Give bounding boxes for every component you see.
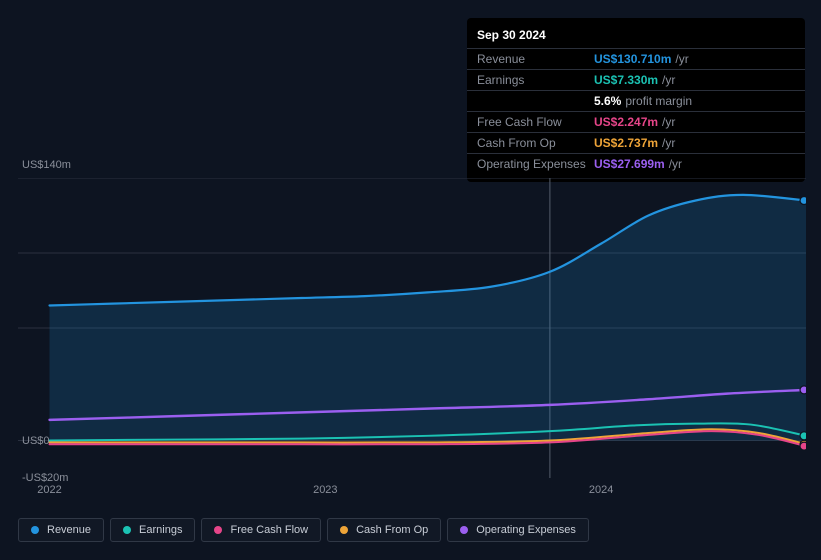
- tooltip-row: 5.6% profit margin: [467, 90, 805, 111]
- tooltip-row: Cash From OpUS$2.737m/yr: [467, 132, 805, 153]
- legend-dot-icon: [123, 526, 131, 534]
- tooltip-label: [477, 94, 594, 108]
- tooltip-value: US$2.737m: [594, 136, 658, 150]
- chart-container: US$140m US$0 -US$20m 2022 2023 2024: [0, 158, 821, 518]
- y-axis-label: US$140m: [22, 159, 71, 171]
- y-axis-label: US$0: [22, 435, 50, 447]
- tooltip-row: Free Cash FlowUS$2.247m/yr: [467, 111, 805, 132]
- tooltip-date: Sep 30 2024: [467, 26, 805, 48]
- legend-label: Cash From Op: [356, 524, 428, 536]
- tooltip-unit: /yr: [675, 52, 688, 66]
- chart-plot[interactable]: [18, 178, 806, 478]
- tooltip-label: Cash From Op: [477, 136, 594, 150]
- legend-item-free-cash-flow[interactable]: Free Cash Flow: [201, 518, 321, 542]
- tooltip-value: US$7.330m: [594, 73, 658, 87]
- tooltip-label: Revenue: [477, 52, 594, 66]
- tooltip-unit: /yr: [662, 73, 675, 87]
- legend-dot-icon: [31, 526, 39, 534]
- y-axis-label: -US$20m: [22, 472, 68, 484]
- legend-item-revenue[interactable]: Revenue: [18, 518, 104, 542]
- legend-item-earnings[interactable]: Earnings: [110, 518, 195, 542]
- legend-dot-icon: [340, 526, 348, 534]
- legend-label: Revenue: [47, 524, 91, 536]
- tooltip-value: US$2.247m: [594, 115, 658, 129]
- legend-label: Free Cash Flow: [230, 524, 308, 536]
- tooltip-label: Earnings: [477, 73, 594, 87]
- tooltip-label: Free Cash Flow: [477, 115, 594, 129]
- legend-item-cash-from-op[interactable]: Cash From Op: [327, 518, 441, 542]
- tooltip-unit: profit margin: [625, 94, 692, 108]
- tooltip-row: RevenueUS$130.710m/yr: [467, 48, 805, 69]
- tooltip-value: 5.6%: [594, 94, 621, 108]
- tooltip-unit: /yr: [662, 136, 675, 150]
- x-axis-label: 2023: [313, 484, 337, 496]
- legend-dot-icon: [460, 526, 468, 534]
- tooltip-row: EarningsUS$7.330m/yr: [467, 69, 805, 90]
- x-axis-label: 2022: [37, 484, 61, 496]
- legend-item-operating-expenses[interactable]: Operating Expenses: [447, 518, 589, 542]
- legend-label: Operating Expenses: [476, 524, 576, 536]
- legend-dot-icon: [214, 526, 222, 534]
- tooltip-unit: /yr: [662, 115, 675, 129]
- tooltip-value: US$130.710m: [594, 52, 671, 66]
- legend-label: Earnings: [139, 524, 182, 536]
- x-axis-label: 2024: [589, 484, 613, 496]
- legend: Revenue Earnings Free Cash Flow Cash From O…: [18, 518, 589, 542]
